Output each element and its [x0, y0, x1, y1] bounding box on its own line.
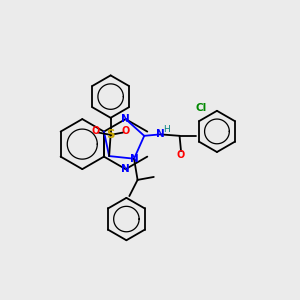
Text: N: N: [130, 154, 138, 164]
Text: N: N: [156, 129, 165, 140]
Text: N: N: [121, 164, 130, 174]
Text: N: N: [121, 114, 130, 124]
Text: O: O: [92, 126, 100, 136]
Text: O: O: [177, 150, 185, 160]
Text: S: S: [106, 128, 115, 141]
Text: H: H: [164, 124, 170, 134]
Text: O: O: [121, 126, 130, 136]
Text: Cl: Cl: [195, 103, 206, 113]
